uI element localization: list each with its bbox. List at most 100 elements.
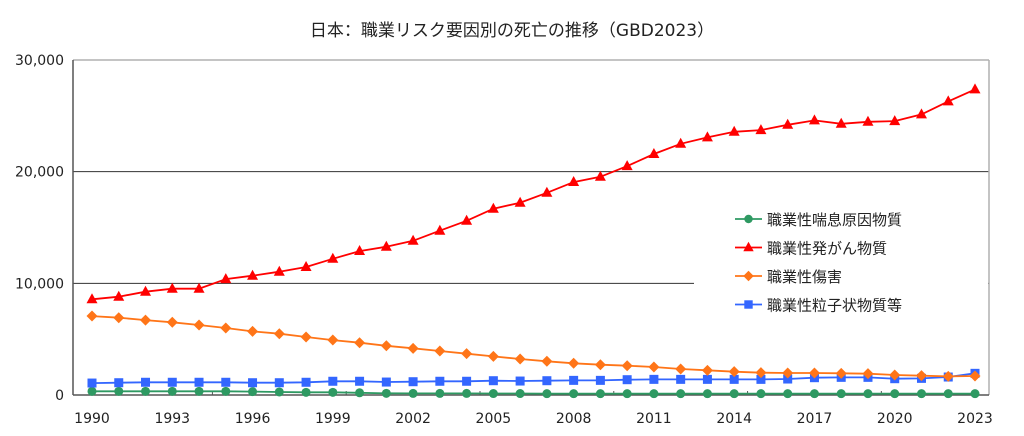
data-point: [193, 282, 205, 293]
data-point: [942, 95, 954, 106]
legend-marker-triangle: [743, 241, 754, 252]
data-point: [434, 224, 446, 235]
data-point: [435, 376, 445, 386]
data-point: [87, 386, 97, 396]
legend-label: 職業性喘息原因物質: [767, 211, 902, 229]
data-point: [836, 389, 846, 399]
data-point: [193, 319, 205, 331]
data-point: [621, 160, 633, 171]
data-point: [969, 370, 981, 382]
data-point: [194, 386, 204, 396]
data-point: [514, 196, 526, 207]
legend-label: 職業性傷害: [767, 268, 842, 286]
data-point: [729, 389, 739, 399]
data-point: [274, 378, 284, 388]
data-point: [462, 388, 472, 398]
data-point: [542, 389, 552, 399]
data-point: [354, 245, 366, 256]
data-point: [568, 357, 580, 369]
data-point: [701, 364, 713, 376]
data-point: [622, 389, 632, 399]
x-tick-label: 2005: [476, 411, 512, 427]
data-point: [407, 342, 419, 354]
data-point: [114, 378, 124, 388]
data-point: [808, 114, 820, 125]
data-point: [755, 367, 767, 379]
data-point: [247, 269, 259, 280]
data-point: [594, 359, 606, 371]
data-point: [782, 118, 794, 129]
data-point: [408, 388, 418, 398]
x-tick-label: 2014: [716, 411, 752, 427]
data-point: [487, 350, 499, 362]
data-point: [327, 334, 339, 346]
data-point: [328, 387, 338, 397]
data-point: [889, 115, 901, 126]
data-point: [569, 389, 579, 399]
x-tick-label: 2017: [797, 411, 833, 427]
data-point: [594, 170, 606, 181]
data-point: [515, 389, 525, 399]
data-point: [381, 377, 391, 387]
data-point: [675, 363, 687, 375]
data-point: [248, 387, 258, 397]
data-point: [354, 337, 366, 349]
data-point: [300, 331, 312, 343]
data-point: [515, 376, 525, 386]
data-point: [488, 389, 498, 399]
data-point: [568, 176, 580, 187]
data-point: [835, 117, 847, 128]
data-point: [113, 290, 125, 301]
data-point: [461, 348, 473, 360]
data-point: [301, 377, 311, 387]
data-point: [141, 386, 151, 396]
series-square: [87, 368, 980, 388]
data-point: [355, 388, 365, 398]
legend-marker-circle: [744, 214, 753, 224]
legend-item: 職業性粒子状物質等: [735, 297, 902, 315]
data-point: [462, 376, 472, 386]
data-point: [435, 388, 445, 398]
data-point: [355, 376, 365, 386]
data-point: [756, 389, 766, 399]
data-point: [221, 377, 231, 387]
data-point: [113, 312, 125, 324]
series-line: [91, 88, 976, 301]
data-point: [569, 375, 579, 385]
data-point: [595, 375, 605, 385]
x-tick-label: 1996: [235, 411, 271, 427]
data-point: [541, 355, 553, 367]
data-point: [648, 148, 660, 159]
x-tick-label: 1990: [74, 411, 110, 427]
data-point: [862, 368, 874, 380]
data-point: [273, 328, 285, 340]
data-point: [541, 186, 553, 197]
data-point: [783, 374, 793, 384]
data-point: [649, 374, 659, 384]
data-point: [782, 367, 794, 379]
data-point: [167, 377, 177, 387]
x-tick-label: 1999: [315, 411, 351, 427]
data-point: [166, 282, 178, 293]
data-point: [328, 376, 338, 386]
data-point: [220, 322, 232, 334]
data-point: [166, 316, 178, 328]
data-point: [300, 261, 312, 272]
data-point: [863, 389, 873, 399]
data-point: [194, 377, 204, 387]
y-tick-label: 30,000: [15, 53, 64, 69]
data-point: [942, 370, 954, 382]
legend-item: 職業性発がん物質: [735, 240, 887, 258]
data-point: [86, 293, 98, 304]
series-triangle: [86, 83, 981, 304]
data-point: [248, 378, 258, 388]
data-point: [487, 202, 499, 213]
x-tick-label: 2023: [957, 411, 993, 427]
data-point: [220, 273, 232, 284]
data-point: [889, 369, 901, 381]
data-point: [273, 265, 285, 276]
x-tick-label: 2008: [556, 411, 592, 427]
x-tick-label: 1993: [154, 411, 190, 427]
data-point: [380, 340, 392, 352]
data-point: [969, 83, 981, 94]
